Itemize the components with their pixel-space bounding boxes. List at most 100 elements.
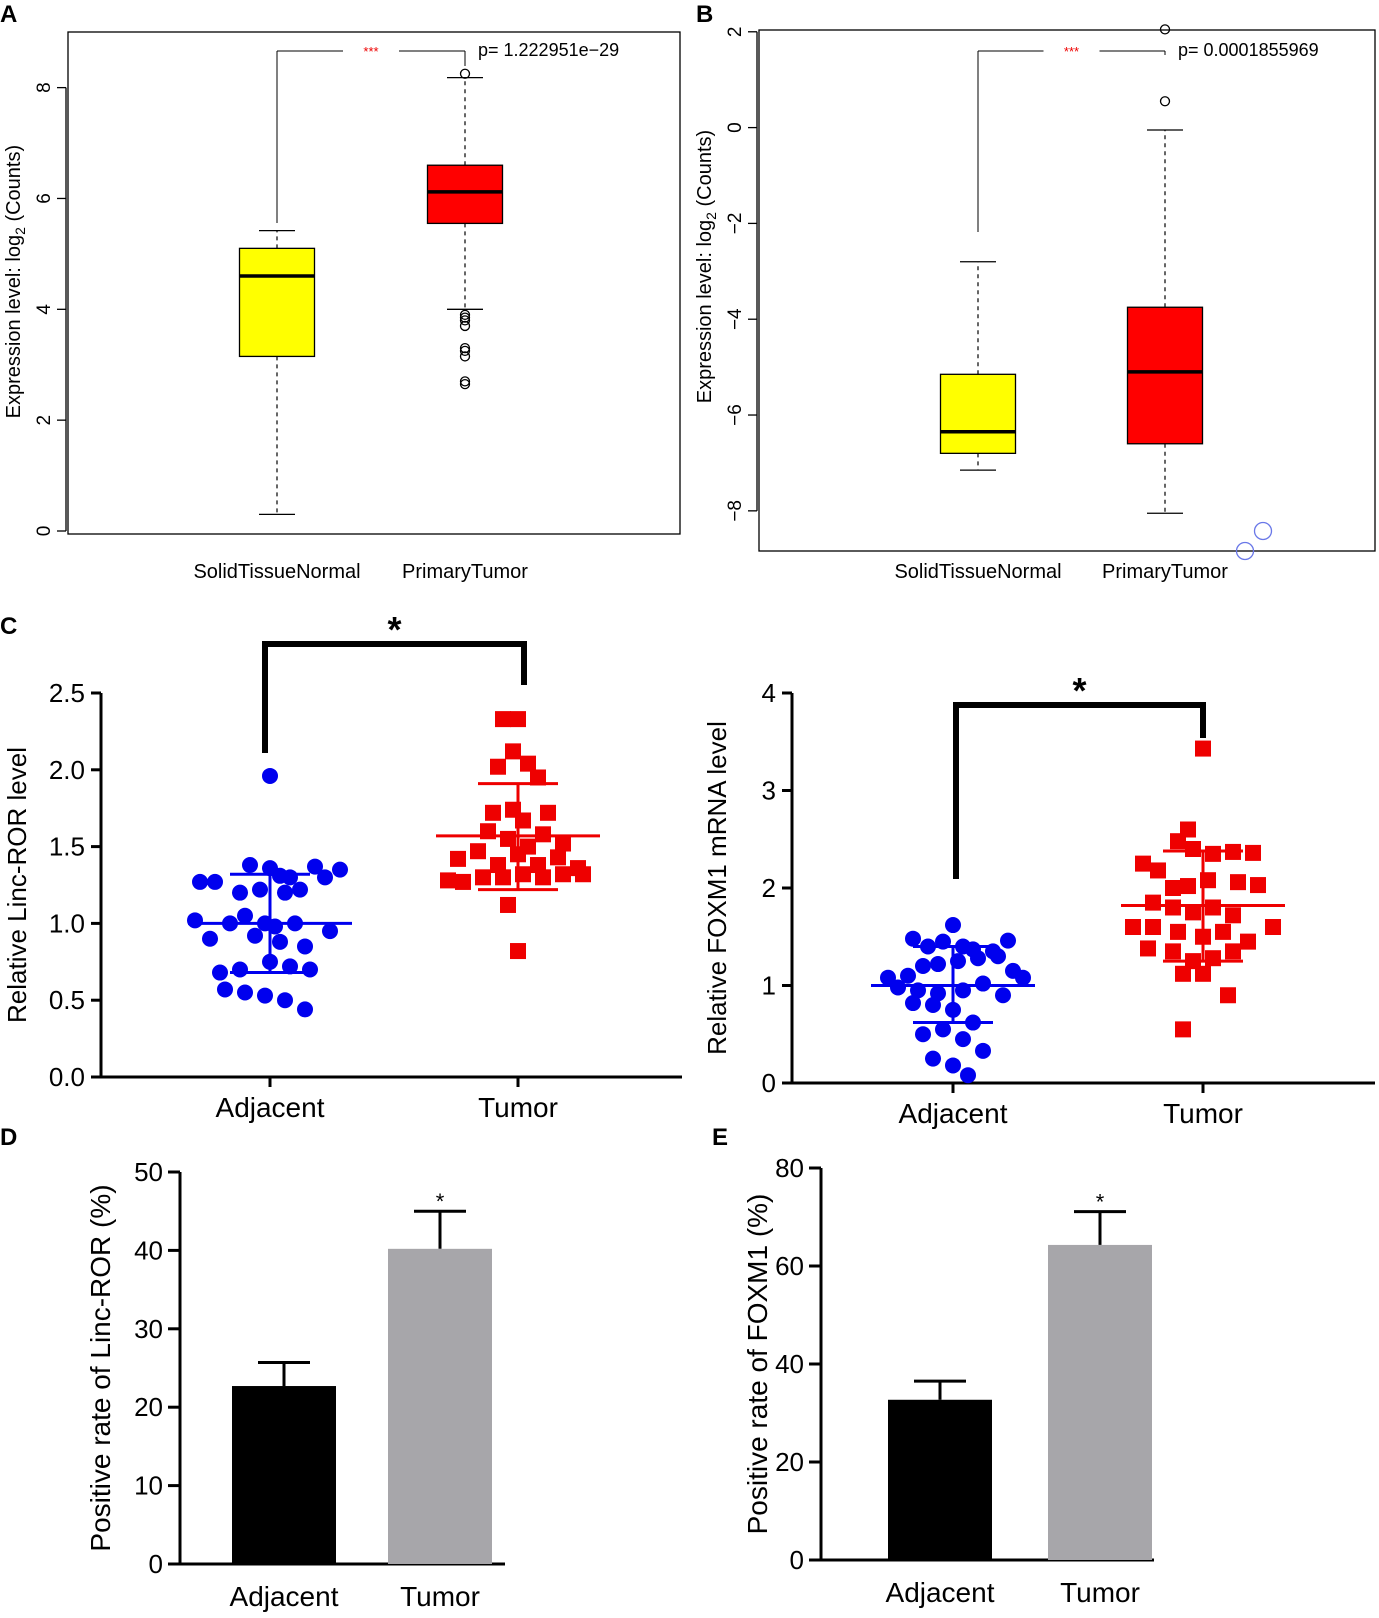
data-point <box>242 857 258 874</box>
y-axis-label: Positive rate of Linc-ROR (%) <box>85 1184 116 1551</box>
y-tick-label: 40 <box>134 1235 163 1265</box>
data-point <box>490 857 506 874</box>
data-point <box>495 711 511 728</box>
data-point <box>282 869 298 886</box>
data-point <box>252 881 268 898</box>
y-tick-label: 2.5 <box>49 678 85 708</box>
y-tick-label: 40 <box>775 1349 804 1379</box>
outlier-point <box>459 309 471 321</box>
y-tick-label: 8 <box>34 82 55 93</box>
x-tick-label: Adjacent <box>899 1098 1008 1129</box>
bar-tumor <box>388 1248 492 1564</box>
y-tick-label: 0.5 <box>49 985 85 1015</box>
data-point <box>905 995 921 1012</box>
data-point <box>317 869 333 886</box>
data-point <box>1175 1021 1191 1038</box>
data-point <box>192 873 208 890</box>
data-point <box>237 907 253 924</box>
x-tick-label: Adjacent <box>886 1577 995 1608</box>
outlier-point <box>459 351 471 362</box>
data-point <box>575 866 591 883</box>
significance-stars: *** <box>363 44 378 59</box>
data-point <box>1220 987 1236 1004</box>
plot-frame <box>67 31 681 535</box>
data-point <box>455 873 471 890</box>
data-point <box>277 884 293 901</box>
data-point <box>905 930 921 947</box>
data-point <box>500 830 516 847</box>
y-tick-label: 6 <box>34 193 55 204</box>
data-point <box>540 804 556 821</box>
y-tick-label: 20 <box>134 1392 163 1422</box>
data-point <box>535 869 551 886</box>
p-value-text: p= 0.0001855969 <box>1178 40 1319 60</box>
data-point <box>555 835 571 852</box>
data-point <box>1175 965 1191 982</box>
data-point <box>292 881 308 898</box>
data-point <box>257 987 273 1004</box>
data-point <box>1165 943 1181 960</box>
data-point <box>975 975 991 992</box>
data-point <box>880 969 896 986</box>
data-point <box>1000 932 1016 949</box>
data-point <box>1240 933 1256 950</box>
data-point <box>1165 899 1181 916</box>
y-tick-label: 1.5 <box>49 832 85 862</box>
data-point <box>272 933 288 950</box>
data-point <box>505 743 521 760</box>
bar-adjacent <box>888 1399 992 1560</box>
bar-adjacent <box>232 1386 336 1564</box>
data-point <box>930 956 946 973</box>
blue-marker-circle <box>1253 521 1273 541</box>
data-point <box>187 912 203 929</box>
data-point <box>1250 877 1266 894</box>
y-tick-label: 0 <box>762 1068 776 1098</box>
data-point <box>450 850 466 867</box>
significance-star: * <box>1072 670 1086 711</box>
data-point <box>890 979 906 996</box>
data-point <box>232 884 248 901</box>
panel-label-b: B <box>696 1 713 28</box>
data-point <box>550 849 566 866</box>
blue-marker-circle <box>1235 541 1255 561</box>
panel-label-d: D <box>0 1124 17 1151</box>
data-point <box>1180 878 1196 895</box>
y-tick-label: 2 <box>762 873 776 903</box>
data-point <box>1195 740 1211 757</box>
x-tick-label: PrimaryTumor <box>1102 561 1228 583</box>
data-point <box>207 873 223 890</box>
data-point <box>1265 919 1281 935</box>
y-tick-label: 0 <box>34 526 55 537</box>
y-tick-label: 20 <box>775 1447 804 1477</box>
box-PrimaryTumor <box>426 164 504 225</box>
data-point <box>960 1067 976 1084</box>
data-point <box>1185 841 1201 857</box>
data-point <box>302 961 318 978</box>
data-point <box>1015 969 1031 986</box>
y-tick-label: −2 <box>725 213 746 235</box>
y-axis-label: Expression level: log2 (Counts) <box>694 130 719 403</box>
y-tick-label: −6 <box>725 404 746 426</box>
data-point <box>1185 904 1201 921</box>
y-tick-label: 0 <box>725 122 746 133</box>
data-point <box>1205 845 1221 862</box>
x-tick-label: SolidTissueNormal <box>894 561 1061 583</box>
data-point <box>520 755 536 772</box>
y-tick-label: 50 <box>134 1157 163 1187</box>
y-tick-label: 0 <box>790 1545 804 1575</box>
data-point <box>247 927 263 944</box>
significance-stars: *** <box>1064 44 1079 59</box>
box-SolidTissueNormal <box>238 247 316 358</box>
data-point <box>297 1001 313 1018</box>
significance-star: * <box>436 1189 445 1214</box>
y-tick-label: 3 <box>762 776 776 806</box>
outlier-point <box>1159 24 1171 35</box>
data-point <box>975 1042 991 1059</box>
data-point <box>1165 880 1181 896</box>
data-point <box>915 1026 931 1043</box>
data-point <box>232 961 248 978</box>
x-tick-label: PrimaryTumor <box>402 561 528 583</box>
outlier-point <box>459 68 471 79</box>
y-tick-label: 4 <box>762 678 776 708</box>
